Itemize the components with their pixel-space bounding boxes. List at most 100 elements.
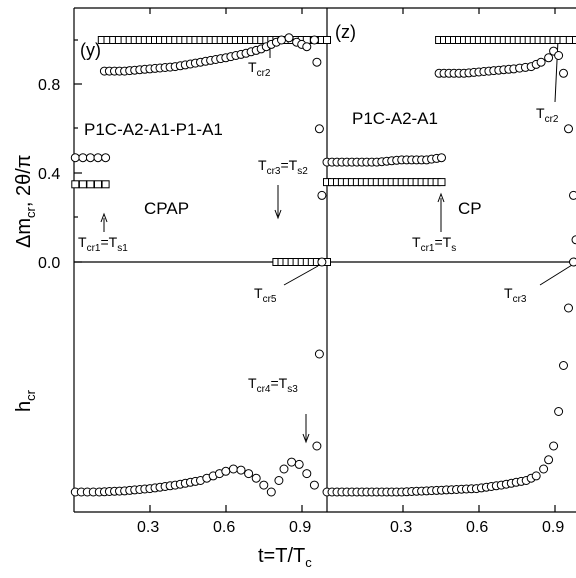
anno-eq: = (280, 157, 288, 173)
x-tick-label: 0.9 (542, 519, 564, 536)
anno-sub: cr1 (87, 243, 101, 254)
anno-sub: cr4 (257, 384, 271, 395)
hcr-data-point (302, 469, 312, 479)
data-point-square (78, 180, 87, 189)
x-tick-label: 0.6 (213, 519, 235, 536)
phase-label-y: CPAP (144, 199, 189, 218)
anno-tcr1-ts1: Tcr1=Ts1 (78, 234, 128, 254)
hcr-data-point (294, 459, 304, 469)
anno-t: T (504, 285, 513, 301)
data-point-circle (554, 51, 564, 60)
anno-t: T (536, 105, 545, 121)
hcr-data-point (266, 487, 276, 497)
y-tick-label: 0.8 (38, 77, 60, 94)
data-point-circle (559, 68, 568, 78)
data-point-circle (284, 33, 294, 43)
anno-tcr1-ts: Tcr1=Ts (412, 234, 456, 254)
data-point-circle (312, 57, 322, 67)
y-lower-axis-sub: cr (23, 389, 38, 401)
hcr-data-point (244, 469, 254, 479)
anno-sub: cr1 (421, 243, 435, 254)
anno-sub: cr3 (267, 166, 281, 177)
hcr-data-point (539, 464, 549, 474)
data-point-circle (93, 153, 103, 163)
hcr-data-point (314, 349, 324, 359)
y-tick-label: 0.4 (38, 166, 60, 183)
x-tick-label: 0.3 (137, 519, 159, 536)
anno-t: T (443, 234, 452, 250)
data-point-square (94, 180, 102, 189)
hcr-data-point (221, 466, 231, 476)
hcr-data-point (317, 257, 327, 267)
hcr-data-point (259, 480, 269, 490)
anno-sub: s (451, 243, 456, 254)
anno-eq: = (434, 234, 442, 250)
data-point-square (71, 180, 80, 189)
anno-sub: cr3 (513, 294, 527, 305)
anno-arrow (283, 265, 319, 286)
phase-label-z: CP (458, 199, 482, 218)
hcr-data-point (569, 257, 576, 267)
anno-tcr4-ts3: Tcr4=Ts3 (248, 375, 298, 395)
anno-t: T (254, 285, 263, 301)
structure-label-z: P1C-A2-A1 (352, 109, 438, 128)
anno-tcr3-z: Tcr3 (504, 285, 527, 305)
data-point-square (572, 36, 576, 44)
data-point-square (437, 178, 446, 187)
anno-t: T (258, 157, 267, 173)
x-axis-title: t=T/Tc (258, 545, 312, 570)
hcr-data-point (564, 303, 573, 313)
hcr-data-point (544, 455, 554, 465)
hcr-data-point (228, 464, 238, 474)
x-tick-label: 0.3 (390, 519, 412, 536)
anno-tcr2-z: Tcr2 (536, 105, 559, 125)
anno-t: T (289, 157, 298, 173)
y-upper-axis-rest: , 2θ/π (13, 154, 35, 207)
data-point-circle (78, 153, 88, 163)
data-point-circle (314, 124, 324, 134)
anno-t: T (248, 59, 257, 75)
y-upper-axis-main: Δm (13, 218, 35, 248)
data-point-circle (85, 153, 95, 163)
anno-eq: = (270, 375, 278, 391)
panel-label-z: (z) (335, 22, 356, 42)
anno-arrowhead (437, 192, 445, 203)
structure-label-y: P1C-A2-A1-P1-A1 (84, 120, 223, 139)
anno-t: T (279, 375, 288, 391)
anno-tcr2: Tcr2 (248, 59, 271, 79)
data-point-circle (302, 42, 312, 52)
hcr-data-point (549, 441, 559, 451)
anno-sub: s1 (117, 243, 128, 254)
y-lower-axis-main: h (13, 401, 35, 412)
data-point-circle (70, 153, 80, 163)
hcr-data-point (312, 441, 322, 451)
anno-tcr3-ts2: Tcr3=Ts2 (258, 157, 308, 177)
data-point-circle (564, 124, 573, 134)
anno-arrow (539, 264, 573, 286)
data-point-square (323, 36, 331, 44)
data-point-circle (101, 153, 111, 163)
anno-t: T (248, 375, 257, 391)
y-upper-axis-sub: cr (23, 206, 38, 218)
anno-sub: s2 (297, 166, 308, 177)
y-lower-axis-title: hcr (13, 389, 38, 412)
anno-arrowhead (302, 433, 310, 444)
x-ticks: 0.3 0.6 0.9 0.3 0.6 0.9 (137, 8, 564, 536)
anno-arrowhead (274, 209, 282, 220)
hcr-data-point (251, 473, 261, 483)
data-point-square (101, 180, 110, 189)
data-point-circle (309, 35, 319, 45)
anno-sub: s3 (287, 384, 298, 395)
data-point-circle (437, 153, 446, 163)
chart-marks (70, 33, 576, 497)
data-point-circle (317, 190, 327, 200)
hcr-data-point (531, 471, 541, 481)
anno-arrowhead (100, 212, 108, 223)
hcr-data-point (274, 476, 284, 485)
hcr-data-point (309, 480, 319, 490)
anno-tcr5: Tcr5 (254, 285, 277, 305)
x-axis-title-main: t=T/T (258, 545, 305, 567)
anno-sub: cr2 (545, 114, 559, 125)
hcr-data-point (554, 407, 564, 416)
